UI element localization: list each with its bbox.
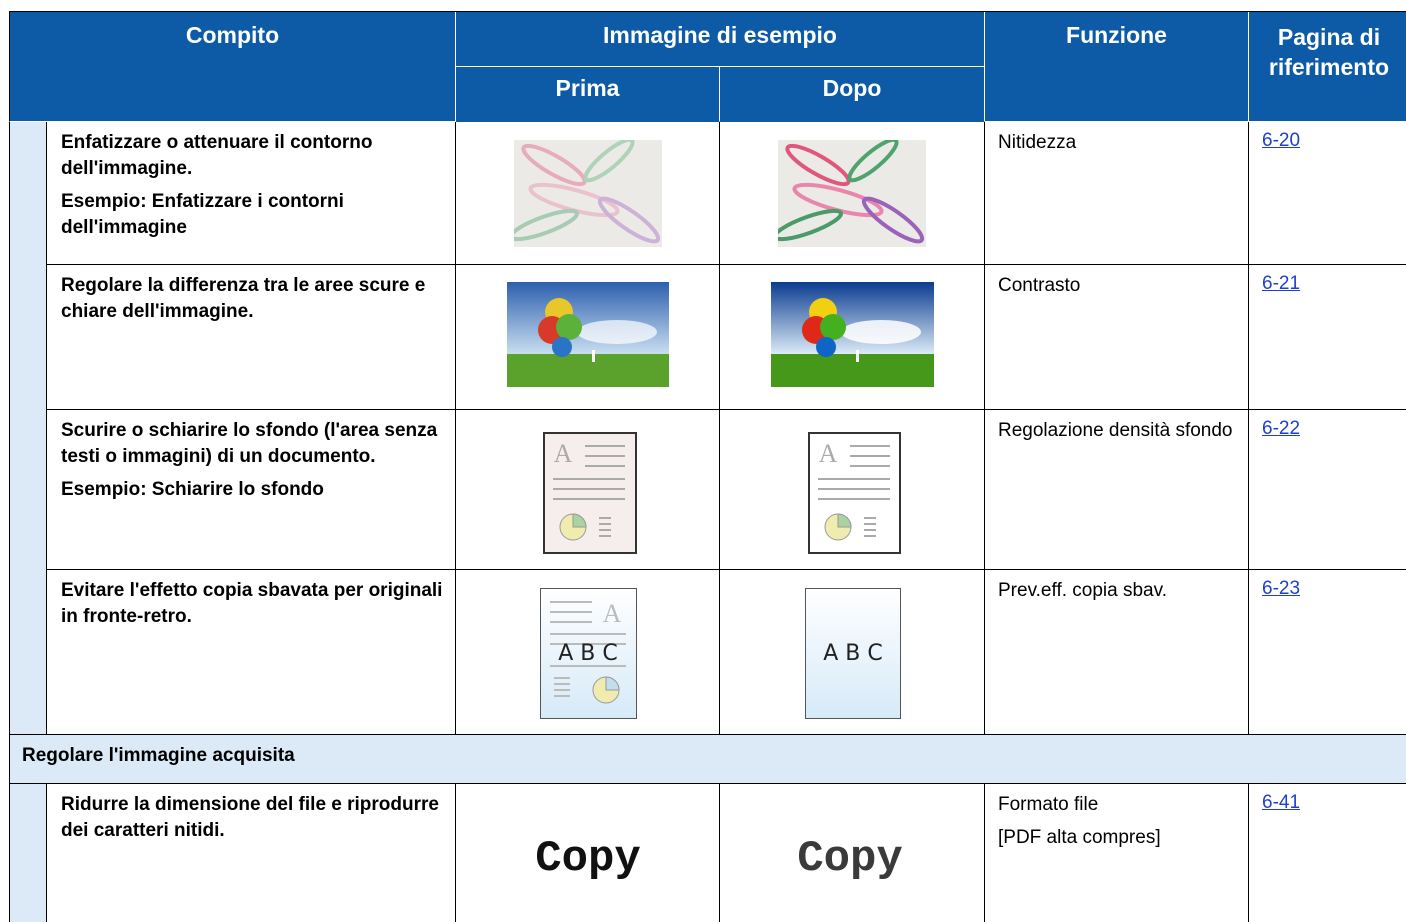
header-before: Prima <box>456 67 720 122</box>
after-cell <box>720 122 985 265</box>
header-sample: Immagine di esempio <box>456 12 985 67</box>
page-link[interactable]: 6-21 <box>1262 273 1301 294</box>
section-title: Regolare l'immagine acquisita <box>22 745 295 766</box>
page-cell: 6-23 <box>1249 570 1406 735</box>
page-link[interactable]: 6-23 <box>1262 578 1301 599</box>
function-text: [PDF alta compres] <box>998 827 1161 848</box>
header-function: Funzione <box>985 12 1249 122</box>
function-text: Regolazione densità sfondo <box>998 420 1233 441</box>
task-text: Esempio: Schiarire lo sfondo <box>61 479 324 500</box>
header-text: Prima <box>555 75 620 101</box>
task-cell: Scurire o schiarire lo sfondo (l'area se… <box>47 410 456 570</box>
header-text: Dopo <box>822 75 882 101</box>
task-cell: Enfatizzare o attenuare il contorno dell… <box>47 122 456 265</box>
page-link[interactable]: 6-22 <box>1262 418 1301 439</box>
paperclips-after <box>778 140 926 247</box>
before-cell <box>456 122 720 265</box>
after-cell <box>720 570 985 735</box>
function-cell: Regolazione densità sfondo <box>985 410 1249 570</box>
function-text: Nitidezza <box>998 132 1077 153</box>
task-text: Ridurre la dimensione del file e riprodu… <box>61 794 439 841</box>
page-cell: 6-21 <box>1249 265 1406 410</box>
function-text: Prev.eff. copia sbav. <box>998 580 1167 601</box>
after-cell <box>720 265 985 410</box>
after-cell <box>720 784 985 922</box>
doc-glyph: A <box>603 599 622 628</box>
before-cell <box>456 784 720 922</box>
task-text: Enfatizzare o attenuare il contorno dell… <box>61 132 373 179</box>
header-page: Pagina di riferimento <box>1249 12 1406 122</box>
before-cell <box>456 265 720 410</box>
header-text: Funzione <box>1066 22 1167 48</box>
header-text: Pagina di riferimento <box>1268 24 1390 80</box>
task-cell: Regolare la differenza tra le aree scure… <box>47 265 456 410</box>
balloons-after <box>771 282 934 387</box>
copy-after: Copy <box>797 834 903 884</box>
function-cell: Nitidezza <box>985 122 1249 265</box>
sample-letters: A B C <box>823 641 883 666</box>
task-text: Evitare l'effetto copia sbavata per orig… <box>61 580 443 627</box>
after-cell <box>720 410 985 570</box>
function-cell: Contrasto <box>985 265 1249 410</box>
indent-strip <box>9 122 47 735</box>
task-cell: Ridurre la dimensione del file e riprodu… <box>47 784 456 922</box>
task-text: Esempio: Enfatizzare i contorni dell'imm… <box>61 191 344 238</box>
before-cell <box>456 570 720 735</box>
page-cell: 6-22 <box>1249 410 1406 570</box>
function-cell: Formato file [PDF alta compres] <box>985 784 1249 922</box>
task-cell: Evitare l'effetto copia sbavata per orig… <box>47 570 456 735</box>
header-after: Dopo <box>720 67 985 122</box>
doc-glyph: A <box>819 439 838 468</box>
document-before: A <box>543 432 637 554</box>
copy-text: Copy <box>797 834 903 884</box>
header-text: Immagine di esempio <box>603 22 837 48</box>
show-through-after: A B C <box>805 588 901 719</box>
function-cell: Prev.eff. copia sbav. <box>985 570 1249 735</box>
indent-strip <box>9 784 47 922</box>
show-through-before: A A B C <box>540 588 637 719</box>
doc-glyph: A <box>554 439 573 468</box>
before-cell <box>456 410 720 570</box>
sample-letters: A B C <box>558 641 618 666</box>
function-text: Formato file <box>998 794 1099 815</box>
document-after: A <box>808 432 901 554</box>
page-cell: 6-20 <box>1249 122 1406 265</box>
task-text: Scurire o schiarire lo sfondo (l'area se… <box>61 420 438 467</box>
function-text: Contrasto <box>998 275 1081 296</box>
page-link[interactable]: 6-41 <box>1262 792 1301 813</box>
header-text: Compito <box>185 22 280 48</box>
page-cell: 6-41 <box>1249 784 1406 922</box>
paperclips-before <box>514 140 662 247</box>
copy-before: Copy <box>535 834 641 884</box>
balloons-before <box>507 282 669 387</box>
copy-text: Copy <box>535 834 641 884</box>
top-rule <box>9 11 1406 12</box>
header-task: Compito <box>9 12 456 122</box>
task-text: Regolare la differenza tra le aree scure… <box>61 275 426 322</box>
page-link[interactable]: 6-20 <box>1262 130 1301 151</box>
section-header: Regolare l'immagine acquisita <box>9 735 1406 784</box>
